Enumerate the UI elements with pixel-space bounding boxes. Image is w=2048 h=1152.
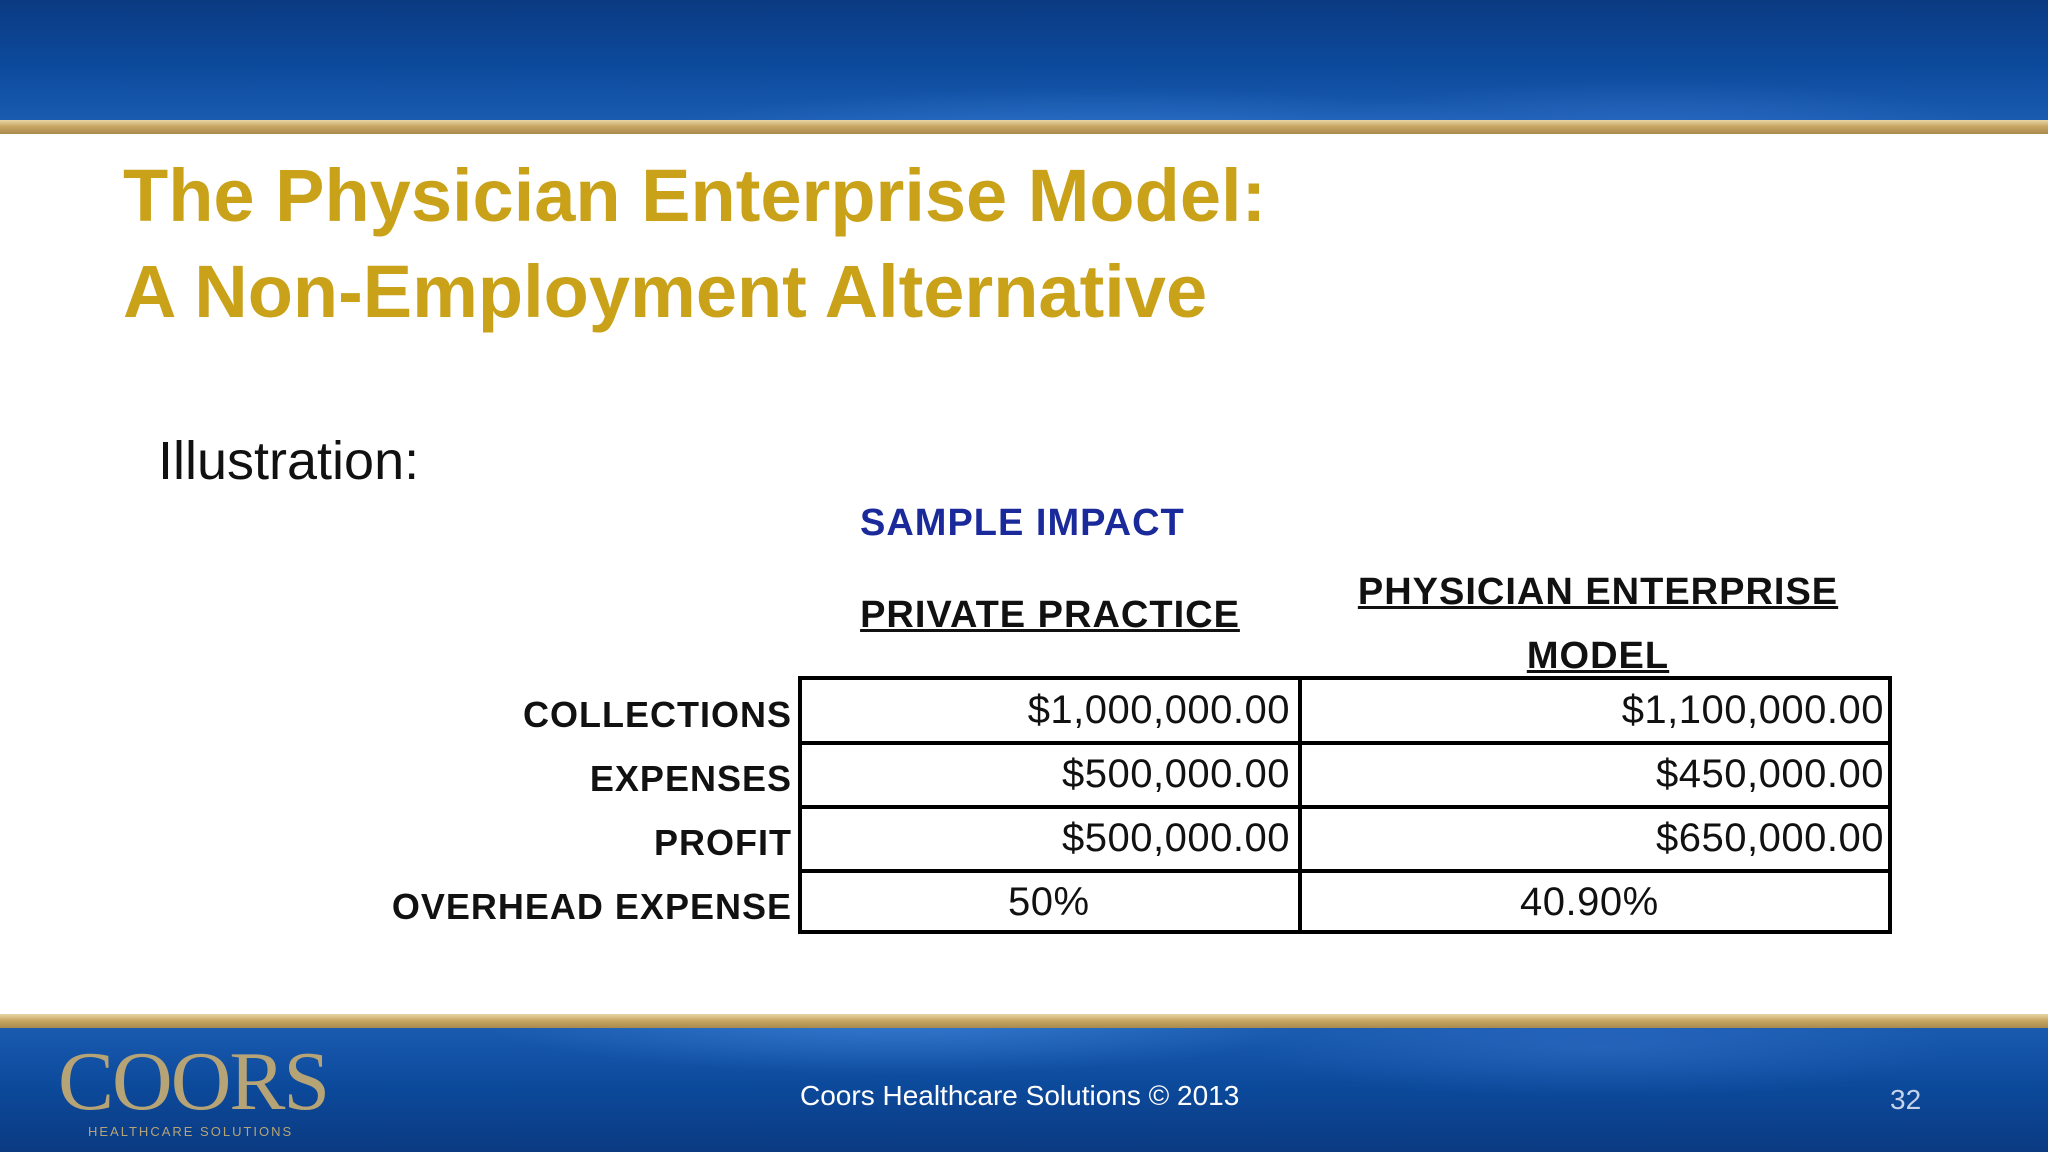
cell-expenses-private: $500,000.00 — [1062, 752, 1290, 796]
row-label-overhead-expense: OVERHEAD EXPENSE — [391, 886, 792, 927]
cell-collections-private: $1,000,000.00 — [1027, 688, 1290, 732]
cell-profit-private: $500,000.00 — [1062, 816, 1290, 860]
comparison-table: $1,000,000.00 $1,100,000.00 $500,000.00 … — [798, 676, 1892, 934]
column-header-private-practice: PRIVATE PRACTICE — [860, 594, 1240, 636]
logo-subtext: HEALTHCARE SOLUTIONS — [88, 1124, 294, 1139]
slide-title-line-1: The Physician Enterprise Model: — [123, 154, 1267, 237]
bottom-gold-rule — [0, 1014, 2048, 1028]
logo-wordmark: COORS — [58, 1035, 330, 1128]
cell-expenses-pem: $450,000.00 — [1656, 752, 1884, 796]
cell-profit-pem: $650,000.00 — [1656, 816, 1884, 860]
table-row-divider — [802, 805, 1888, 809]
table-row-divider — [802, 741, 1888, 745]
column-header-physician-enterprise-model: PHYSICIAN ENTERPRISE MODEL — [1300, 560, 1896, 688]
slide-title: The Physician Enterprise Model: A Non-Em… — [123, 148, 1823, 340]
row-label-profit: PROFIT — [654, 822, 792, 863]
top-banner — [0, 0, 2048, 120]
slide-title-line-2: A Non-Employment Alternative — [123, 250, 1208, 333]
top-gold-rule — [0, 120, 2048, 134]
cell-overhead-private: 50% — [1008, 880, 1090, 924]
bottom-banner — [0, 1028, 2048, 1152]
illustration-label: Illustration: — [158, 431, 420, 491]
table-row-divider — [802, 869, 1888, 873]
row-label-expenses: EXPENSES — [589, 758, 792, 799]
table-caption: SAMPLE IMPACT — [860, 502, 1185, 544]
column-header-pem-line-2: MODEL — [1526, 635, 1670, 677]
coors-logo: COORS HEALTHCARE SOLUTIONS — [58, 1040, 330, 1140]
row-label-collections: COLLECTIONS — [523, 694, 792, 735]
page-number: 32 — [1890, 1084, 1922, 1115]
cell-collections-pem: $1,100,000.00 — [1621, 688, 1884, 732]
column-header-pem-line-1: PHYSICIAN ENTERPRISE — [1357, 571, 1839, 613]
footer-copyright: Coors Healthcare Solutions © 2013 — [800, 1080, 1240, 1111]
cell-overhead-pem: 40.90% — [1520, 880, 1659, 924]
